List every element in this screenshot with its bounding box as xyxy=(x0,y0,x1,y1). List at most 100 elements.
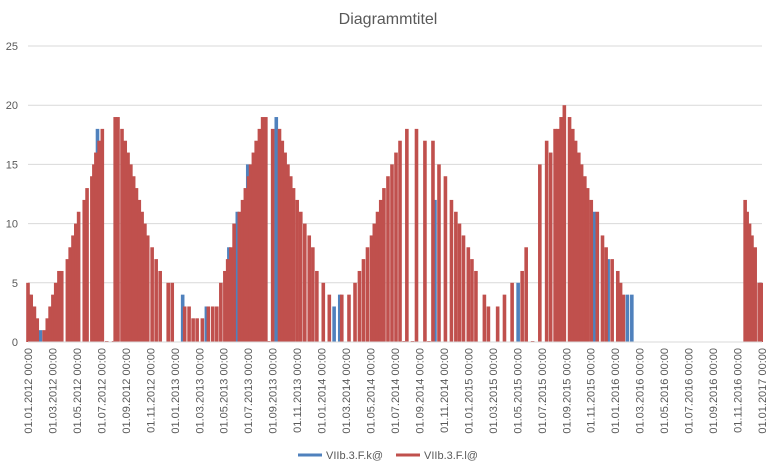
bar xyxy=(437,164,441,342)
bar xyxy=(747,223,752,342)
bar xyxy=(295,199,299,342)
bar xyxy=(307,235,312,342)
bar xyxy=(158,270,162,342)
bar xyxy=(443,176,448,342)
bar xyxy=(311,247,315,342)
x-tick-label: 01.07.2015 00:00 xyxy=(537,348,549,434)
bar xyxy=(219,282,223,342)
bar xyxy=(145,235,150,342)
x-tick-label: 01.01.2012 00:00 xyxy=(23,348,35,434)
bar xyxy=(134,188,139,342)
bar xyxy=(283,152,287,342)
bar xyxy=(470,259,474,342)
bar xyxy=(353,282,357,342)
x-tick-label: 01.09.2012 00:00 xyxy=(121,348,133,434)
bar xyxy=(361,259,366,342)
bar xyxy=(544,140,549,342)
bar xyxy=(753,247,757,342)
bar xyxy=(200,318,205,342)
bar xyxy=(759,282,763,342)
x-tick-label: 01.01.2015 00:00 xyxy=(463,348,475,434)
bar xyxy=(610,259,614,342)
bar xyxy=(474,270,478,342)
bar xyxy=(280,140,285,342)
bar xyxy=(548,152,553,342)
x-tick-label: 01.09.2016 00:00 xyxy=(708,348,720,434)
bar xyxy=(143,223,147,342)
bar xyxy=(116,117,120,342)
legend-label: VIIb.3.F.l@ xyxy=(424,450,478,462)
x-tick-label: 01.01.2016 00:00 xyxy=(610,348,622,434)
bar xyxy=(248,164,253,342)
bar xyxy=(35,318,40,342)
bar xyxy=(615,270,620,342)
bar xyxy=(398,140,402,342)
bar xyxy=(298,211,303,342)
bar xyxy=(129,164,133,342)
bar xyxy=(553,128,557,342)
legend-item: VIIb.3.F.k@ xyxy=(298,450,383,462)
bar xyxy=(339,294,344,342)
bar xyxy=(94,152,98,342)
bar xyxy=(567,117,572,342)
bar xyxy=(286,164,290,342)
bar xyxy=(274,117,279,342)
bar xyxy=(237,211,242,342)
bar xyxy=(303,223,307,342)
bar xyxy=(375,211,380,342)
bar xyxy=(372,223,377,342)
bar xyxy=(357,270,362,342)
bar xyxy=(559,117,563,342)
bar xyxy=(606,259,610,342)
bar xyxy=(337,294,342,342)
bar xyxy=(589,199,594,342)
x-tick-label: 01.05.2012 00:00 xyxy=(72,348,84,434)
x-tick-label: 01.03.2012 00:00 xyxy=(48,348,60,434)
bar xyxy=(150,247,154,342)
chart-title: Diagrammtitel xyxy=(339,11,438,28)
bar xyxy=(520,270,524,342)
bar xyxy=(240,199,245,342)
bar xyxy=(45,318,50,342)
bar xyxy=(170,282,175,342)
bar xyxy=(206,306,211,342)
y-tick-label: 20 xyxy=(6,100,18,112)
bar xyxy=(270,128,275,342)
bar xyxy=(562,105,567,342)
legend-label: VIIb.3.F.k@ xyxy=(326,450,383,462)
bar xyxy=(386,176,390,342)
bar xyxy=(288,176,293,342)
x-tick-label: 01.03.2016 00:00 xyxy=(635,348,647,434)
bar xyxy=(573,140,578,342)
x-tick-label: 01.11.2012 00:00 xyxy=(145,348,157,433)
bar xyxy=(140,211,144,342)
bar xyxy=(71,235,75,342)
x-tick-label: 01.09.2014 00:00 xyxy=(415,348,427,434)
x-tick-label: 01.05.2015 00:00 xyxy=(512,348,524,434)
bar xyxy=(211,306,215,342)
series-2 xyxy=(26,105,763,342)
bar xyxy=(29,294,34,342)
bar xyxy=(365,247,370,342)
x-tick-label: 01.09.2013 00:00 xyxy=(268,348,280,434)
bar xyxy=(48,306,52,342)
bar xyxy=(315,270,319,342)
bar xyxy=(621,294,626,342)
bar xyxy=(486,306,491,342)
bar xyxy=(65,259,70,342)
bar xyxy=(223,270,227,342)
bar xyxy=(369,235,374,342)
x-tick-label: 01.07.2012 00:00 xyxy=(96,348,108,434)
bar xyxy=(510,282,514,342)
bar xyxy=(76,211,81,342)
y-tick-label: 5 xyxy=(12,278,18,290)
bar xyxy=(120,128,124,342)
bar xyxy=(431,140,435,342)
bar xyxy=(390,164,394,342)
x-tick-label: 01.05.2016 00:00 xyxy=(659,348,671,434)
bar xyxy=(42,330,46,342)
bar xyxy=(604,247,608,342)
bar xyxy=(260,117,265,342)
